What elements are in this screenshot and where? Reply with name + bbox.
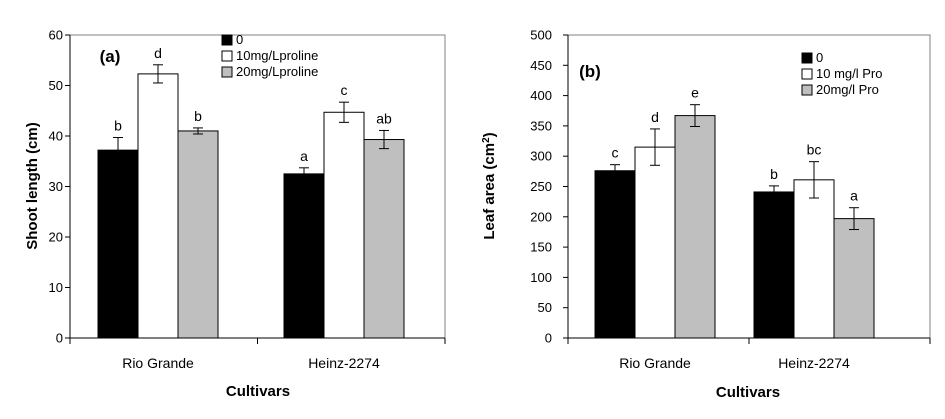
y-tick-label: 150 [530,240,552,255]
y-tick-label: 0 [545,331,552,346]
y-axis-title: Shoot length (cm) [24,122,41,250]
y-tick-label: 200 [530,209,552,224]
y-tick-label: 30 [49,179,63,194]
y-tick-label: 60 [49,28,63,43]
legend-label: 0 [816,50,823,65]
significance-label: c [612,145,619,161]
y-tick-label: 40 [49,129,63,144]
bar-2 [323,111,365,339]
significance-label: b [194,108,202,124]
significance-label: bc [807,142,822,158]
legend-swatch [801,84,813,96]
bar-3 [363,139,405,339]
x-category-label: Rio Grande [619,355,691,371]
significance-label: d [651,109,659,125]
legend-label: 20mg/l Pro [816,82,879,97]
y-tick-label: 100 [530,270,552,285]
significance-label: b [770,166,778,182]
bar-2 [793,179,835,339]
significance-label: c [341,82,348,98]
bar-1 [594,170,636,339]
significance-label: ab [376,110,392,126]
legend-swatch [221,66,233,78]
y-axis-title-end: ) [481,132,498,137]
x-category-label: Heinz-2274 [308,355,380,371]
legend-swatch [221,34,233,46]
y-tick-label: 350 [530,118,552,133]
y-tick-label: 50 [49,78,63,93]
bar-1 [283,173,325,339]
x-axis-title: Cultivars [716,384,780,401]
y-tick-label: 20 [49,230,63,245]
y-axis-title-text: Leaf area (cm [481,143,498,240]
legend-swatch [221,50,233,62]
y-axis-title-superscript: 2 [481,137,492,143]
legend-swatch [801,68,813,80]
bar-1 [753,191,795,339]
significance-label: a [850,188,858,204]
x-category-label: Heinz-2274 [778,355,850,371]
y-tick-label: 300 [530,149,552,164]
bar-3 [833,218,875,339]
legend-label: 10 mg/l Pro [816,66,882,81]
y-tick-label: 10 [49,280,63,295]
y-tick-label: 500 [530,28,552,43]
y-tick-label: 250 [530,179,552,194]
y-tick-label: 0 [56,331,63,346]
bar-2 [137,73,179,339]
chart-panel-a: 0 10 20 30 40 50 60 Rio Grande Heinz-2274 b d b a c ab… [24,28,446,400]
y-tick-label: 50 [538,300,552,315]
significance-label: b [114,118,122,134]
y-tick-label: 400 [530,88,552,103]
bar-3 [674,115,716,339]
significance-label: a [300,148,308,164]
y-tick-label: 450 [530,58,552,73]
chart-panel-b: 0 50 100 150 200 250 300 350 400 450 500 Rio Grande… [481,28,931,401]
legend-label: 10mg/Lproline [236,48,318,63]
legend-label: 20mg/Lproline [236,64,318,79]
legend-label: 0 [236,32,243,47]
significance-label: d [154,45,162,61]
panel-label: (b) [579,62,601,81]
bar-1 [97,149,139,339]
panel-label: (a) [100,47,121,66]
x-category-label: Rio Grande [122,355,194,371]
legend-swatch [801,52,813,64]
x-axis-title: Cultivars [226,383,290,400]
significance-label: e [691,85,699,101]
bar-2 [634,146,676,339]
bar-3 [177,130,219,339]
y-axis-title-text: Shoot length (cm) [24,122,41,250]
y-axis-title: Leaf area (cm2) [481,132,499,239]
